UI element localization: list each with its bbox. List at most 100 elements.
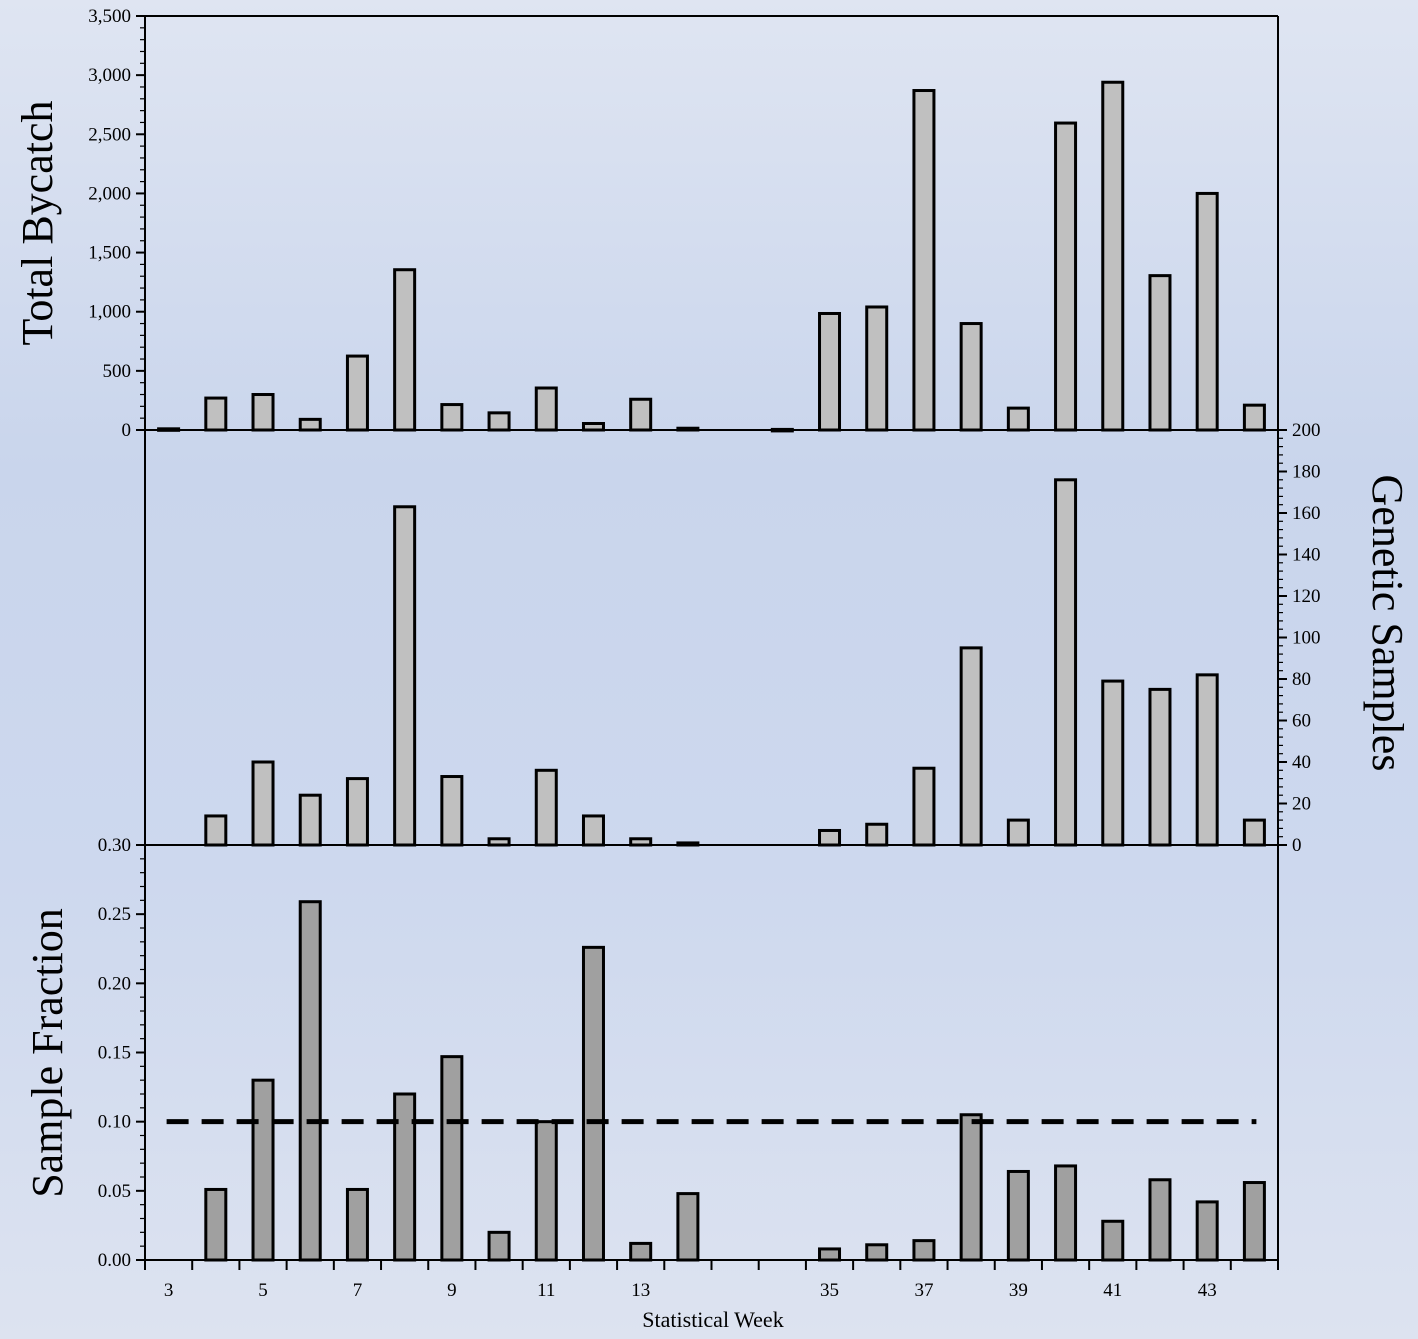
bar-bottom-week-42 — [1148, 1178, 1172, 1262]
y-tick-label-bottom: 0.30 — [98, 835, 131, 856]
bar-middle-week-36 — [865, 822, 889, 847]
x-axis-title: Statistical Week — [642, 1307, 783, 1332]
y-tick-label-bottom: 0.10 — [98, 1112, 131, 1133]
bar-middle-week-11 — [534, 768, 558, 847]
x-tick-label-3: 3 — [164, 1280, 174, 1301]
y-axis-title-middle: Genetic Samples — [1363, 475, 1412, 772]
panel-top: 0 500 1,000 1,500 2,000 2,500 3,000 3,500 — [88, 6, 1279, 441]
bar-top-week-39 — [1006, 406, 1030, 432]
bar-bottom-week-12 — [581, 945, 605, 1262]
x-tick-label-13: 13 — [631, 1280, 650, 1301]
y-tick-label-middle: 80 — [1292, 669, 1311, 690]
bar-bottom-week-7 — [345, 1187, 369, 1262]
bar-bottom-week-44 — [1242, 1181, 1266, 1262]
bar-middle-week-7 — [345, 777, 369, 847]
x-tick-label-5: 5 — [258, 1280, 268, 1301]
bar-middle-week-44 — [1242, 818, 1266, 847]
bar-bottom-week-5 — [251, 1078, 275, 1262]
bar-top-week-5 — [251, 393, 275, 432]
bar-bottom-week-40 — [1054, 1164, 1078, 1262]
bar-bottom-week-39 — [1006, 1169, 1030, 1262]
bar-bottom-week-8 — [393, 1092, 417, 1262]
bar-middle-week-39 — [1006, 818, 1030, 847]
y-tick-label-middle: 180 — [1292, 462, 1321, 483]
bar-top-week-9 — [440, 403, 464, 432]
x-axis: 3 5 7 9 11 13 35 37 39 41 43 — [144, 1260, 1279, 1301]
y-tick-label-top: 1,500 — [88, 243, 131, 264]
bar-top-week-10 — [487, 411, 511, 432]
x-tick-label-11: 11 — [537, 1280, 555, 1301]
y-tick-label-top: 500 — [103, 361, 132, 382]
y-tick-label-top: 2,500 — [88, 124, 131, 145]
y-tick-label-middle: 100 — [1292, 628, 1321, 649]
bar-bottom-week-11 — [534, 1120, 558, 1262]
bar-top-week-41 — [1101, 80, 1125, 432]
bar-top-week-36 — [865, 305, 889, 432]
bar-bottom-week-43 — [1195, 1200, 1219, 1262]
x-tick-label-7: 7 — [353, 1280, 363, 1301]
bar-bottom-week-13 — [629, 1241, 653, 1262]
x-tick-label-37: 37 — [914, 1280, 933, 1301]
y-tick-label-middle: 120 — [1292, 586, 1321, 607]
bar-middle-week-42 — [1148, 687, 1172, 847]
bar-bottom-week-6 — [298, 900, 322, 1262]
y-tick-label-middle: 40 — [1292, 752, 1311, 773]
x-tick-label-9: 9 — [447, 1280, 457, 1301]
bar-middle-week-8 — [393, 505, 417, 847]
y-tick-label-middle: 140 — [1292, 545, 1321, 566]
bar-top-week-38 — [959, 322, 983, 432]
y-tick-label-top: 3,000 — [88, 65, 131, 86]
panel-middle: 0 20 40 60 80 100 120 140 160 180 200 — [144, 420, 1321, 856]
bar-bottom-week-36 — [865, 1243, 889, 1262]
y-tick-label-top: 0 — [122, 420, 132, 441]
bar-middle-week-4 — [204, 814, 228, 847]
bar-middle-week-43 — [1195, 673, 1219, 847]
y-tick-label-top: 2,000 — [88, 183, 131, 204]
bar-top-week-8 — [393, 268, 417, 432]
y-tick-label-middle: 20 — [1292, 794, 1311, 815]
x-tick-label-41: 41 — [1103, 1280, 1122, 1301]
y-axis-title-bottom: Sample Fraction — [23, 908, 72, 1198]
bar-top-week-4 — [204, 396, 228, 432]
bar-top-week-42 — [1148, 274, 1172, 432]
y-tick-label-bottom: 0.00 — [98, 1250, 131, 1271]
y-tick-label-middle: 160 — [1292, 503, 1321, 524]
y-tick-label-bottom: 0.25 — [98, 904, 131, 925]
bar-top-week-7 — [345, 354, 369, 432]
bar-top-week-11 — [534, 386, 558, 432]
bar-middle-week-6 — [298, 793, 322, 847]
bar-top-week-40 — [1054, 121, 1078, 432]
bar-top-week-37 — [912, 89, 936, 432]
bar-middle-week-5 — [251, 760, 275, 847]
y-tick-label-bottom: 0.20 — [98, 973, 131, 994]
bar-top-week-43 — [1195, 191, 1219, 432]
bar-bottom-week-10 — [487, 1230, 511, 1262]
bar-middle-week-37 — [912, 766, 936, 847]
bar-bottom-week-38 — [959, 1113, 983, 1262]
bar-bottom-week-4 — [204, 1187, 228, 1262]
bar-bottom-week-14 — [676, 1192, 700, 1262]
panel-bottom: 0.00 0.05 0.10 0.15 0.20 0.25 0.30 — [98, 835, 1279, 1271]
y-tick-label-middle: 200 — [1292, 420, 1321, 441]
bar-middle-week-35 — [818, 828, 842, 847]
x-tick-label-39: 39 — [1009, 1280, 1028, 1301]
bar-top-week-35 — [818, 311, 842, 432]
bar-top-week-13 — [629, 397, 653, 432]
bar-middle-week-9 — [440, 775, 464, 847]
y-tick-label-middle: 0 — [1292, 835, 1302, 856]
bar-bottom-week-41 — [1101, 1219, 1125, 1262]
bar-bottom-week-9 — [440, 1055, 464, 1262]
bar-bottom-week-35 — [818, 1247, 842, 1262]
bar-middle-week-40 — [1054, 478, 1078, 847]
x-tick-label-35: 35 — [820, 1280, 839, 1301]
bar-middle-week-38 — [959, 646, 983, 847]
y-axis-title-top: Total Bycatch — [13, 101, 62, 346]
x-tick-label-43: 43 — [1198, 1280, 1217, 1301]
axis-titles: Total Bycatch Genetic Samples Sample Fra… — [13, 101, 1412, 1332]
bar-top-week-44 — [1242, 403, 1266, 432]
y-tick-label-middle: 60 — [1292, 711, 1311, 732]
y-tick-label-bottom: 0.15 — [98, 1043, 131, 1064]
bar-middle-week-41 — [1101, 679, 1125, 847]
y-tick-label-top: 3,500 — [88, 6, 131, 27]
